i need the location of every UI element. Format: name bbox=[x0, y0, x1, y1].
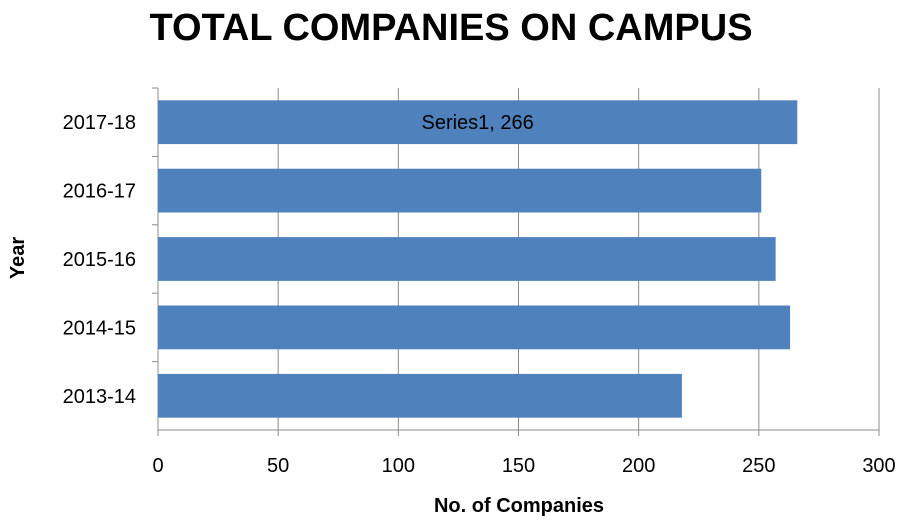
x-tick-label: 50 bbox=[267, 455, 289, 477]
chart-title: TOTAL COMPANIES ON CAMPUS bbox=[149, 7, 752, 49]
x-tick-label: 300 bbox=[862, 455, 895, 477]
y-tick-label: 2015-16 bbox=[63, 249, 136, 271]
x-axis-title: No. of Companies bbox=[434, 495, 604, 517]
x-tick-label: 200 bbox=[622, 455, 655, 477]
x-tick-label: 0 bbox=[152, 455, 163, 477]
data-label: Series1, 266 bbox=[421, 112, 533, 134]
bar-2014-15 bbox=[158, 305, 791, 350]
bar-2016-17 bbox=[158, 168, 762, 213]
x-tick-label: 250 bbox=[742, 455, 775, 477]
y-tick-label: 2014-15 bbox=[63, 317, 136, 339]
bar-2013-14 bbox=[158, 373, 682, 418]
y-tick-label: 2013-14 bbox=[63, 386, 136, 408]
y-tick-label: 2016-17 bbox=[63, 181, 136, 203]
y-tick-label: 2017-18 bbox=[63, 112, 136, 134]
x-axis-tick-labels: 0 50 100 150 200 250 300 bbox=[152, 455, 895, 477]
x-tick-label: 100 bbox=[382, 455, 415, 477]
bar-2017-18 bbox=[158, 100, 798, 145]
bars bbox=[158, 100, 798, 418]
x-tick-label: 150 bbox=[502, 455, 535, 477]
y-axis-title: Year bbox=[7, 237, 29, 279]
y-axis-tick-labels: 2013-14 2014-15 2015-16 2016-17 2017-18 bbox=[63, 112, 136, 408]
data-labels: Series1, 266 bbox=[421, 112, 533, 134]
bar-2015-16 bbox=[158, 237, 776, 281]
